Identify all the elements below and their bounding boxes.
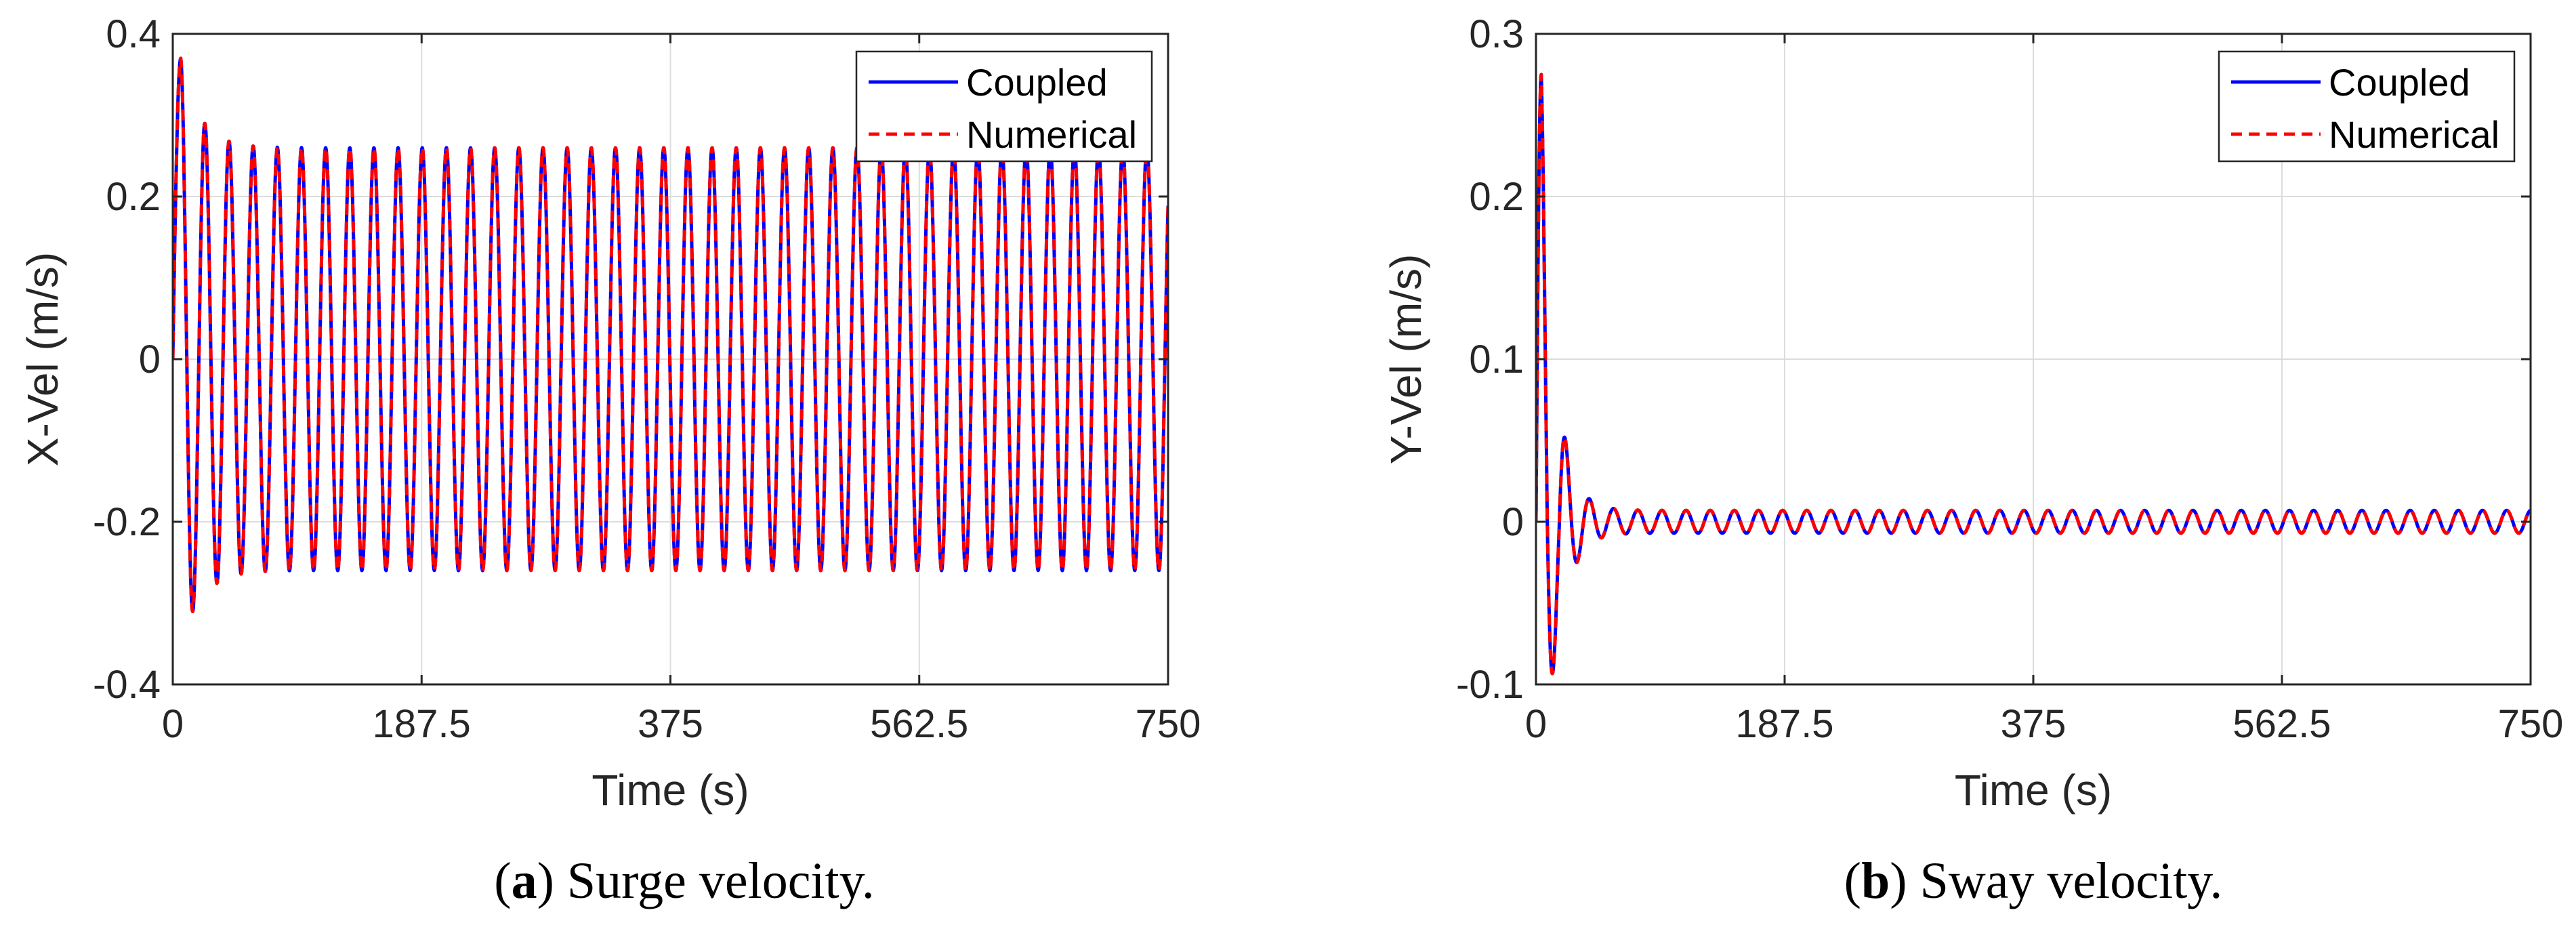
legend: Coupled Numerical xyxy=(855,50,1153,163)
caption-close-paren: ) xyxy=(1890,852,1919,909)
y-tick-label: 0.2 xyxy=(106,175,161,219)
series-line-numerical xyxy=(173,56,1168,613)
x-tick-label: 0 xyxy=(1525,702,1547,746)
legend: Coupled Numerical xyxy=(2218,50,2516,163)
x-tick-label: 562.5 xyxy=(870,702,968,746)
x-tick-label: 375 xyxy=(2001,702,2066,746)
y-tick-label: 0.3 xyxy=(1469,12,1524,56)
y-tick-label: -0.1 xyxy=(1456,663,1524,707)
y-tick-label: 0 xyxy=(1502,500,1524,544)
y-tick-label: 0.4 xyxy=(106,12,161,56)
y-axis-label: Y-Vel (m/s) xyxy=(1382,254,1430,465)
x-tick-label: 0 xyxy=(162,702,184,746)
x-tick-label: 750 xyxy=(2498,702,2564,746)
caption-panel-label: b xyxy=(1861,852,1890,909)
caption-open-paren: ( xyxy=(494,852,511,909)
caption-open-paren: ( xyxy=(1844,852,1861,909)
x-axis-label: Time (s) xyxy=(1955,766,2112,815)
y-tick-label: -0.4 xyxy=(93,663,161,707)
y-tick-label: 0.2 xyxy=(1469,175,1524,219)
caption-panel-label: a xyxy=(512,852,537,909)
y-tick-label: -0.2 xyxy=(93,500,161,544)
caption-text: Sway velocity. xyxy=(1920,852,2223,909)
legend-box xyxy=(2218,50,2516,163)
y-tick-label: 0 xyxy=(139,337,161,382)
y-axis-label: X-Vel (m/s) xyxy=(18,252,67,466)
caption-text: Surge velocity. xyxy=(567,852,875,909)
legend-label-numerical: Numerical xyxy=(966,113,1137,156)
chart-panel-a: 0 187.5 375 562.5 750 -0.4 -0.2 0 0.2 0.4 Time (s)… xyxy=(18,12,1201,909)
caption: (b) Sway velocity. xyxy=(1844,852,2223,909)
caption-close-paren: ) xyxy=(537,852,567,909)
legend-label-coupled: Coupled xyxy=(966,61,1108,104)
x-tick-label: 187.5 xyxy=(1735,702,1833,746)
x-tick-label: 375 xyxy=(638,702,703,746)
legend-label-coupled: Coupled xyxy=(2329,61,2470,104)
x-axis-label: Time (s) xyxy=(591,766,749,815)
series-line-numerical xyxy=(1536,73,2531,676)
legend-box xyxy=(855,50,1153,163)
y-tick-label: 0.1 xyxy=(1469,337,1524,382)
x-tick-label: 750 xyxy=(1136,702,1201,746)
caption: (a) Surge velocity. xyxy=(494,852,874,909)
legend-label-numerical: Numerical xyxy=(2329,113,2499,156)
x-tick-label: 562.5 xyxy=(2232,702,2331,746)
x-tick-label: 187.5 xyxy=(373,702,471,746)
